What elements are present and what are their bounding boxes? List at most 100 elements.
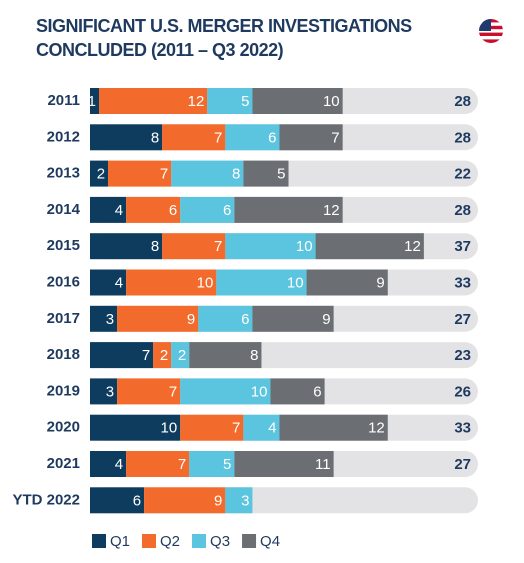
- value-label: 12: [404, 238, 421, 255]
- value-label: 6: [241, 311, 249, 328]
- value-label: 2: [178, 347, 186, 364]
- chart-title: SIGNIFICANT U.S. MERGER INVESTIGATIONS C…: [36, 16, 412, 60]
- value-label: 7: [331, 129, 339, 146]
- bar-segment: [171, 342, 190, 369]
- value-label: 12: [323, 202, 340, 219]
- bar-segment: [225, 487, 253, 514]
- total-label: 33: [454, 274, 471, 291]
- bar-segment: [189, 451, 235, 477]
- value-label: 6: [268, 129, 276, 146]
- bar-segment: [153, 342, 172, 369]
- bar-segment: [225, 233, 316, 260]
- bar-segment: [180, 378, 271, 405]
- bar-segment: [90, 342, 154, 369]
- bar-segment: [90, 233, 163, 260]
- value-label: 8: [151, 129, 159, 146]
- bar-segment: [162, 124, 226, 151]
- value-label: 7: [160, 166, 168, 183]
- value-label: 7: [169, 383, 177, 400]
- value-label: 10: [323, 93, 340, 110]
- bar-segment: [126, 196, 181, 223]
- y-tick-label: 2011: [47, 92, 80, 109]
- y-tick-label: 2020: [47, 419, 80, 436]
- legend-label: Q2: [160, 533, 180, 550]
- total-label: 26: [454, 383, 471, 400]
- bar-segment: [90, 451, 127, 477]
- value-label: 10: [251, 383, 268, 400]
- total-label: 33: [454, 420, 471, 437]
- bar-segment: [234, 451, 334, 477]
- bar-segment: [90, 124, 163, 151]
- value-label: 9: [214, 492, 222, 509]
- value-label: 8: [151, 238, 159, 255]
- bar-segment: [90, 196, 127, 223]
- value-label: 5: [277, 166, 285, 183]
- value-label: 4: [115, 274, 123, 291]
- value-label: 6: [223, 202, 231, 219]
- y-tick-label: 2021: [47, 455, 80, 472]
- value-label: 1: [88, 93, 96, 110]
- bar-segment: [279, 124, 343, 151]
- total-label: 27: [454, 311, 471, 328]
- total-label: 28: [454, 93, 471, 110]
- y-tick-label: 2016: [47, 273, 80, 290]
- value-label: 7: [178, 456, 186, 473]
- bar-segment: [243, 414, 280, 441]
- value-label: 5: [223, 456, 231, 473]
- bar-segment: [108, 160, 172, 187]
- bar-segment: [90, 269, 127, 296]
- total-label: 22: [454, 166, 471, 183]
- bar-segment: [189, 342, 262, 369]
- y-tick-label: 2018: [47, 346, 80, 363]
- value-label: 7: [214, 238, 222, 255]
- y-tick-label: 2015: [47, 237, 80, 254]
- value-label: 3: [106, 311, 114, 328]
- value-label: 9: [376, 274, 384, 291]
- value-label: 4: [268, 420, 276, 437]
- bar-segment: [126, 269, 217, 296]
- bar-segment: [279, 414, 388, 441]
- legend-swatch: [192, 534, 207, 548]
- bar-segment: [180, 196, 235, 223]
- bar-segment: [306, 269, 388, 296]
- y-tick-label: 2012: [47, 128, 80, 145]
- bar-segment: [99, 88, 208, 114]
- bar-segment: [162, 233, 226, 260]
- value-label: 9: [187, 311, 195, 328]
- value-label: 4: [115, 456, 123, 473]
- bar-segment: [252, 305, 334, 332]
- value-label: 9: [322, 311, 330, 328]
- value-label: 7: [142, 347, 150, 364]
- bar-segment: [180, 414, 244, 441]
- bar-segment: [90, 414, 181, 441]
- legend-swatch: [242, 534, 257, 548]
- value-label: 3: [106, 383, 114, 400]
- value-label: 6: [169, 202, 177, 219]
- value-label: 5: [241, 93, 249, 110]
- value-label: 10: [296, 238, 313, 255]
- bar-segment: [252, 88, 343, 114]
- legend-swatch: [142, 534, 157, 548]
- value-label: 12: [188, 93, 205, 110]
- bar-segment: [270, 378, 325, 405]
- bar-segment: [216, 269, 307, 296]
- bar-segment: [117, 378, 181, 405]
- legend-swatch: [92, 534, 106, 548]
- legend-label: Q1: [110, 533, 130, 550]
- total-label: 28: [454, 202, 471, 219]
- bar-segment: [90, 378, 118, 405]
- value-label: 3: [241, 492, 249, 509]
- bar-segment: [315, 233, 424, 260]
- y-tick-label: 2019: [47, 382, 80, 399]
- legend-label: Q4: [260, 533, 280, 550]
- bar-segment: [90, 160, 109, 187]
- value-label: 2: [97, 166, 105, 183]
- y-tick-label: YTD 2022: [12, 491, 80, 508]
- bar-segment: [117, 305, 199, 332]
- value-label: 2: [160, 347, 168, 364]
- bar-segment: [90, 487, 145, 514]
- y-tick-label: 2014: [47, 201, 81, 218]
- value-label: 8: [250, 347, 258, 364]
- bar-segment: [207, 88, 253, 114]
